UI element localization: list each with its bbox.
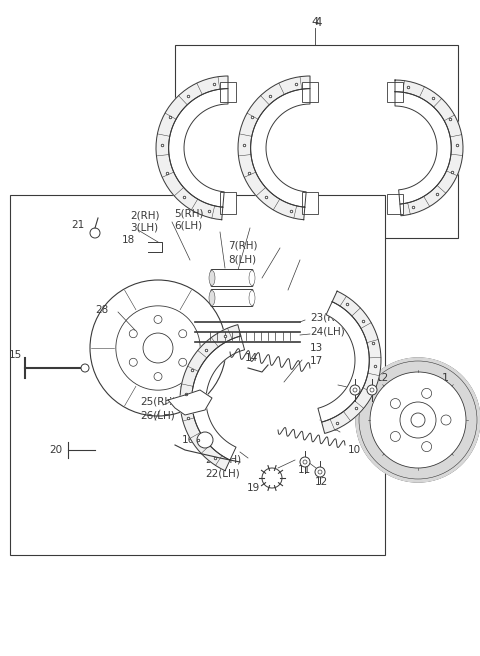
Circle shape: [154, 373, 162, 380]
Text: 22(LH): 22(LH): [205, 468, 240, 478]
Text: 27(RH): 27(RH): [205, 455, 241, 465]
Circle shape: [315, 467, 325, 477]
Circle shape: [318, 470, 322, 474]
Text: 17: 17: [310, 356, 323, 366]
Circle shape: [300, 457, 310, 467]
Circle shape: [390, 399, 400, 409]
Text: 3(LH): 3(LH): [130, 223, 158, 233]
Polygon shape: [251, 89, 310, 207]
Text: 24(LH): 24(LH): [310, 326, 345, 336]
Polygon shape: [156, 76, 228, 220]
Circle shape: [179, 358, 187, 366]
Text: 19: 19: [247, 483, 260, 493]
Text: 2(RH): 2(RH): [130, 210, 159, 220]
Text: 18: 18: [122, 235, 135, 245]
Text: 5(RH): 5(RH): [174, 208, 204, 218]
Circle shape: [81, 364, 89, 372]
Circle shape: [350, 385, 360, 395]
Bar: [10, 195, 385, 555]
Circle shape: [353, 388, 357, 392]
Circle shape: [179, 330, 187, 338]
Bar: [387, 194, 403, 214]
Text: 20: 20: [49, 445, 62, 455]
Text: 21: 21: [72, 220, 85, 230]
Text: 12: 12: [376, 373, 389, 383]
Polygon shape: [322, 291, 381, 434]
Text: 6(LH): 6(LH): [174, 221, 202, 231]
Text: 10: 10: [348, 445, 361, 455]
Ellipse shape: [249, 270, 255, 285]
Circle shape: [116, 306, 200, 390]
Circle shape: [356, 358, 480, 482]
Text: 12: 12: [315, 477, 328, 487]
Circle shape: [143, 333, 173, 363]
Polygon shape: [168, 89, 228, 207]
FancyBboxPatch shape: [211, 289, 253, 306]
Polygon shape: [180, 325, 241, 471]
Circle shape: [421, 441, 432, 451]
Polygon shape: [238, 76, 310, 220]
Text: 28: 28: [95, 305, 108, 315]
Bar: [302, 82, 318, 102]
Circle shape: [441, 415, 451, 425]
Text: 15: 15: [9, 350, 22, 360]
Text: 4: 4: [314, 16, 322, 28]
Bar: [387, 82, 403, 102]
Text: 13: 13: [310, 343, 323, 353]
Text: 7(RH): 7(RH): [228, 241, 257, 251]
Circle shape: [90, 280, 226, 416]
Text: 25(RH): 25(RH): [140, 397, 176, 407]
Text: 8(LH): 8(LH): [228, 254, 256, 264]
Bar: [220, 82, 236, 102]
Polygon shape: [318, 302, 369, 422]
FancyBboxPatch shape: [211, 270, 253, 287]
Ellipse shape: [209, 291, 215, 306]
Text: 1: 1: [442, 373, 448, 383]
Text: 11: 11: [298, 465, 311, 475]
Wedge shape: [356, 358, 480, 482]
Text: 16: 16: [182, 435, 195, 445]
Circle shape: [421, 388, 432, 398]
Text: 11: 11: [360, 373, 373, 383]
Text: 26(LH): 26(LH): [140, 410, 175, 420]
Circle shape: [197, 432, 213, 448]
Ellipse shape: [209, 270, 215, 285]
Text: 9: 9: [331, 423, 338, 433]
Circle shape: [262, 468, 282, 488]
Circle shape: [370, 372, 466, 468]
Circle shape: [303, 460, 307, 464]
Ellipse shape: [249, 291, 255, 306]
Circle shape: [129, 358, 137, 366]
Bar: [302, 192, 318, 214]
Circle shape: [400, 402, 436, 438]
Circle shape: [390, 432, 400, 441]
Bar: [175, 45, 458, 238]
Circle shape: [370, 388, 374, 392]
Circle shape: [367, 385, 377, 395]
Circle shape: [154, 316, 162, 323]
Polygon shape: [395, 92, 451, 204]
Polygon shape: [192, 336, 244, 460]
Circle shape: [129, 330, 137, 338]
Polygon shape: [168, 390, 212, 415]
Text: 14: 14: [245, 353, 258, 363]
Text: 4: 4: [312, 17, 319, 27]
Circle shape: [90, 228, 100, 238]
Circle shape: [411, 413, 425, 427]
Text: 23(RH): 23(RH): [310, 313, 346, 323]
Polygon shape: [395, 80, 463, 216]
Bar: [220, 192, 236, 214]
